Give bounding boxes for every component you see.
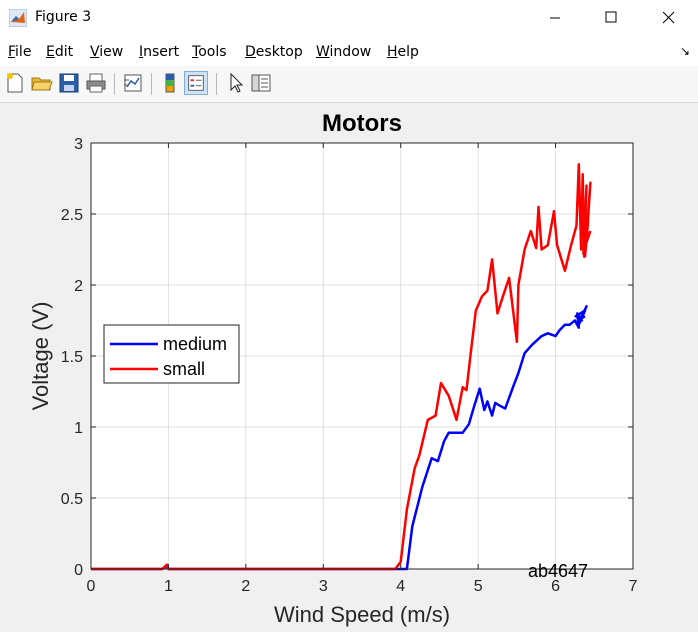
x-tick-label: 7	[629, 578, 638, 595]
legend-icon[interactable]	[184, 71, 208, 95]
new-figure-icon[interactable]	[3, 71, 27, 95]
figure-area: 0 1 2 3 4 5 6 7 0 0.5 1 1.5 2 2.5 3 Motors Wind Speed …	[0, 103, 698, 627]
toolbar	[0, 66, 698, 103]
y-tick-label: 2	[74, 278, 83, 295]
minimize-icon[interactable]	[532, 0, 578, 36]
open-file-icon[interactable]	[30, 71, 54, 95]
x-axis-label: Wind Speed (m/s)	[274, 602, 450, 627]
annotation-text: ab4647	[528, 561, 588, 581]
menu-view[interactable]: View	[90, 44, 124, 60]
x-tick-label: 2	[241, 578, 250, 595]
colorbar-icon[interactable]	[158, 71, 182, 95]
menu-window[interactable]: Window	[316, 44, 372, 60]
x-tick-label: 3	[319, 578, 328, 595]
series-line-small[interactable]	[91, 163, 592, 571]
menu-bar: File Edit View Insert Tools Desktop Wind…	[0, 36, 698, 66]
series-layer	[91, 163, 592, 571]
print-icon[interactable]	[84, 71, 108, 95]
toolbar-separator	[151, 73, 152, 95]
toolbar-separator	[114, 73, 115, 95]
y-tick-label: 0	[74, 562, 83, 579]
chart-title: Motors	[322, 110, 402, 137]
y-axis-label: Voltage (V)	[28, 302, 53, 411]
legend-label-medium: medium	[163, 334, 227, 354]
menu-edit[interactable]: Edit	[46, 44, 74, 60]
link-plot-icon[interactable]	[121, 71, 145, 95]
legend-box	[103, 324, 240, 384]
dock-arrow-icon[interactable]: ↘	[679, 44, 690, 58]
y-tick-label: 3	[74, 136, 83, 153]
x-tick-label: 0	[87, 578, 96, 595]
x-tick-label: 4	[396, 578, 405, 595]
series-line-medium[interactable]	[91, 305, 588, 571]
line-chart[interactable]: 0 1 2 3 4 5 6 7 0 0.5 1 1.5 2 2.5 3 Motors Wind Speed …	[0, 103, 698, 627]
legend-label-small: small	[163, 359, 205, 379]
save-icon[interactable]	[57, 71, 81, 95]
menu-desktop[interactable]: Desktop	[245, 44, 303, 60]
menu-tools[interactable]: Tools	[192, 44, 227, 60]
legend[interactable]: medium small	[103, 324, 240, 384]
menu-insert[interactable]: Insert	[139, 44, 180, 60]
maximize-icon[interactable]	[588, 0, 634, 36]
x-tick-label: 6	[551, 578, 560, 595]
title-bar: Figure 3	[0, 0, 698, 36]
pointer-icon[interactable]	[223, 71, 247, 95]
property-inspector-icon[interactable]	[249, 71, 273, 95]
window-title: Figure 3	[35, 9, 92, 25]
menu-file[interactable]: File	[8, 44, 32, 60]
x-tick-label: 5	[474, 578, 483, 595]
matlab-icon	[9, 9, 27, 27]
x-tick-label: 1	[164, 578, 173, 595]
close-icon[interactable]	[645, 0, 691, 36]
y-tick-label: 2.5	[61, 207, 83, 224]
y-tick-label: 1	[74, 420, 83, 437]
y-tick-label: 1.5	[61, 349, 83, 366]
y-tick-label: 0.5	[61, 491, 83, 508]
menu-help[interactable]: Help	[387, 44, 419, 60]
toolbar-separator	[216, 73, 217, 95]
tick-layer: 0 1 2 3 4 5 6 7 0 0.5 1 1.5 2 2.5 3	[61, 136, 638, 595]
